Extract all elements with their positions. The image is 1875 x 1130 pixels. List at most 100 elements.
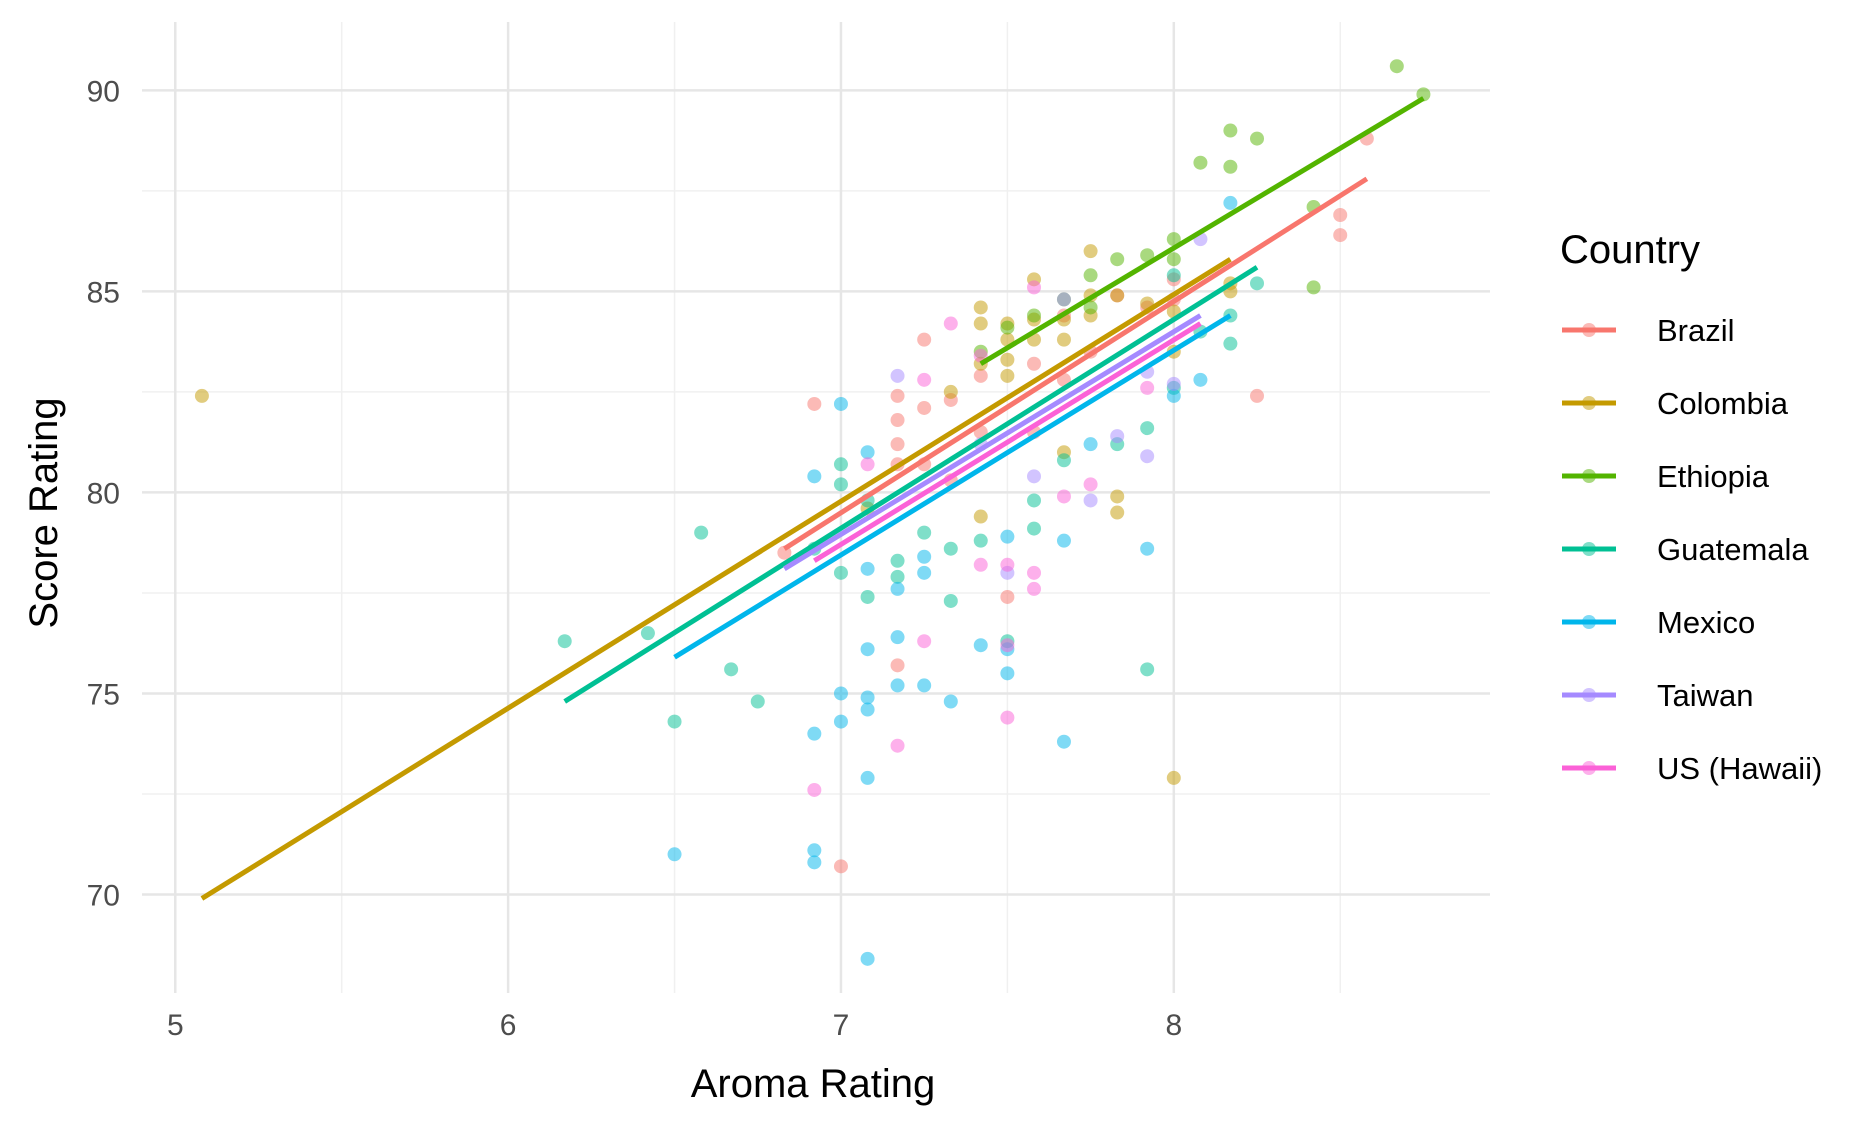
data-point: [1083, 437, 1098, 452]
data-point: [833, 396, 848, 411]
data-point: [1027, 356, 1042, 371]
data-point: [724, 662, 739, 677]
data-point: [860, 457, 875, 472]
data-point: [557, 634, 572, 649]
data-point: [1083, 300, 1098, 315]
legend-key-point: [1582, 469, 1596, 483]
data-point: [1140, 421, 1155, 436]
trend-line: [979, 96, 1425, 366]
data-point: [943, 593, 958, 608]
legend-item: Mexico: [1562, 605, 1755, 640]
data-point: [1223, 336, 1238, 351]
data-point: [1166, 232, 1181, 247]
data-point: [1140, 541, 1155, 556]
data-point: [1250, 276, 1265, 291]
legend-key-point: [1582, 396, 1596, 410]
data-point: [807, 843, 822, 858]
data-point: [917, 549, 932, 564]
legend-key-point: [1582, 688, 1596, 702]
data-point: [860, 690, 875, 705]
legend-label: Ethiopia: [1657, 459, 1770, 494]
data-point: [973, 509, 988, 524]
y-tick-label: 75: [87, 678, 120, 711]
data-point: [1056, 332, 1071, 347]
data-point: [860, 561, 875, 576]
data-point: [1250, 131, 1265, 146]
data-point: [860, 951, 875, 966]
data-point: [1223, 195, 1238, 210]
data-point: [890, 569, 905, 584]
data-point: [1056, 489, 1071, 504]
trend-lines: [200, 96, 1425, 901]
legend-label: Guatemala: [1657, 532, 1809, 567]
data-point: [1166, 252, 1181, 267]
data-point: [194, 388, 209, 403]
data-point: [833, 457, 848, 472]
data-point: [860, 445, 875, 460]
trend-line: [813, 321, 1202, 563]
data-point: [807, 782, 822, 797]
data-point: [1083, 477, 1098, 492]
data-point: [860, 642, 875, 657]
data-point: [890, 413, 905, 428]
data-point: [860, 589, 875, 604]
legend-label: Colombia: [1657, 386, 1789, 421]
data-point: [833, 477, 848, 492]
legend-item: Guatemala: [1562, 532, 1809, 567]
data-point: [890, 581, 905, 596]
y-tick-label: 80: [87, 477, 120, 510]
data-point: [833, 686, 848, 701]
data-point: [1000, 638, 1015, 653]
data-point: [1333, 207, 1348, 222]
legend-item: Brazil: [1562, 313, 1735, 348]
data-point: [973, 300, 988, 315]
data-point: [1083, 493, 1098, 508]
data-point: [917, 525, 932, 540]
y-tick-label: 70: [87, 879, 120, 912]
data-point: [1027, 581, 1042, 596]
data-point: [1027, 493, 1042, 508]
data-point: [973, 368, 988, 383]
data-point: [1000, 368, 1015, 383]
y-tick-label: 90: [87, 75, 120, 108]
data-point: [917, 678, 932, 693]
data-point: [890, 658, 905, 673]
data-point: [973, 557, 988, 572]
x-tick-label: 8: [1165, 1009, 1182, 1042]
legend-label: Mexico: [1657, 605, 1755, 640]
data-point: [807, 726, 822, 741]
data-point: [860, 770, 875, 785]
data-point: [1140, 449, 1155, 464]
data-point: [1193, 372, 1208, 387]
data-point: [667, 714, 682, 729]
data-point: [833, 859, 848, 874]
data-point: [943, 694, 958, 709]
x-axis-title: Aroma Rating: [691, 1062, 936, 1106]
data-point: [1056, 734, 1071, 749]
data-point: [1333, 228, 1348, 243]
legend-label: Brazil: [1657, 313, 1735, 348]
data-point: [1083, 268, 1098, 283]
legend-key-point: [1582, 615, 1596, 629]
data-point: [890, 553, 905, 568]
legend-item: Taiwan: [1562, 678, 1754, 713]
legend-label: US (Hawaii): [1657, 751, 1822, 786]
data-point: [750, 694, 765, 709]
data-point: [1140, 662, 1155, 677]
x-tick-label: 5: [167, 1009, 184, 1042]
grid-lines: [142, 22, 1490, 993]
data-point: [943, 541, 958, 556]
trend-line: [563, 265, 1259, 704]
data-points: [194, 59, 1431, 966]
data-point: [890, 738, 905, 753]
data-point: [1000, 589, 1015, 604]
data-point: [860, 702, 875, 717]
data-point: [1140, 248, 1155, 263]
data-point: [1000, 352, 1015, 367]
data-point: [943, 384, 958, 399]
legend-item: US (Hawaii): [1562, 751, 1822, 786]
axis-labels: 5 6 7 8 70 75 80 85 90: [87, 75, 1183, 1042]
data-point: [1000, 666, 1015, 681]
data-point: [1110, 489, 1125, 504]
